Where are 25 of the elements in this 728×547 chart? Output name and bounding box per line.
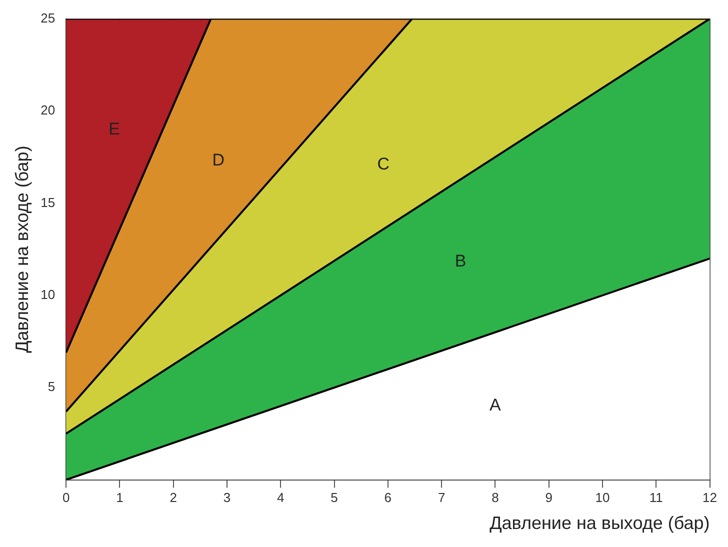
y-axis-title: Давление на входе (бар) [12, 146, 32, 353]
x-tick-label: 11 [649, 490, 663, 506]
series-label: A [490, 396, 502, 415]
x-tick-label: 0 [62, 490, 70, 506]
series-label: E [108, 120, 120, 139]
x-axis-title: Давление на выходе (бар) [490, 513, 710, 534]
x-tick-label: 5 [330, 490, 338, 506]
x-tick-label: 12 [702, 490, 718, 506]
x-tick-label: 2 [170, 490, 177, 506]
y-tick-label: 15 [40, 194, 56, 210]
x-tick-label: 6 [384, 490, 392, 506]
y-tick-label: 20 [40, 102, 56, 118]
x-tick-label: 7 [438, 490, 446, 506]
series-label: C [377, 154, 390, 174]
y-tick-label: 25 [40, 10, 56, 26]
x-tick-label: 10 [595, 490, 610, 506]
x-tick-label: 1 [116, 490, 124, 506]
x-tick-label: 8 [492, 490, 499, 506]
series-label: B [454, 251, 466, 270]
series-label: D [212, 150, 225, 170]
x-tick-label: 3 [223, 490, 231, 506]
y-tick-label: 10 [40, 286, 56, 302]
x-tick-label: 9 [545, 490, 552, 506]
x-tick-label: 4 [277, 490, 284, 506]
y-tick-label: 5 [48, 379, 56, 394]
